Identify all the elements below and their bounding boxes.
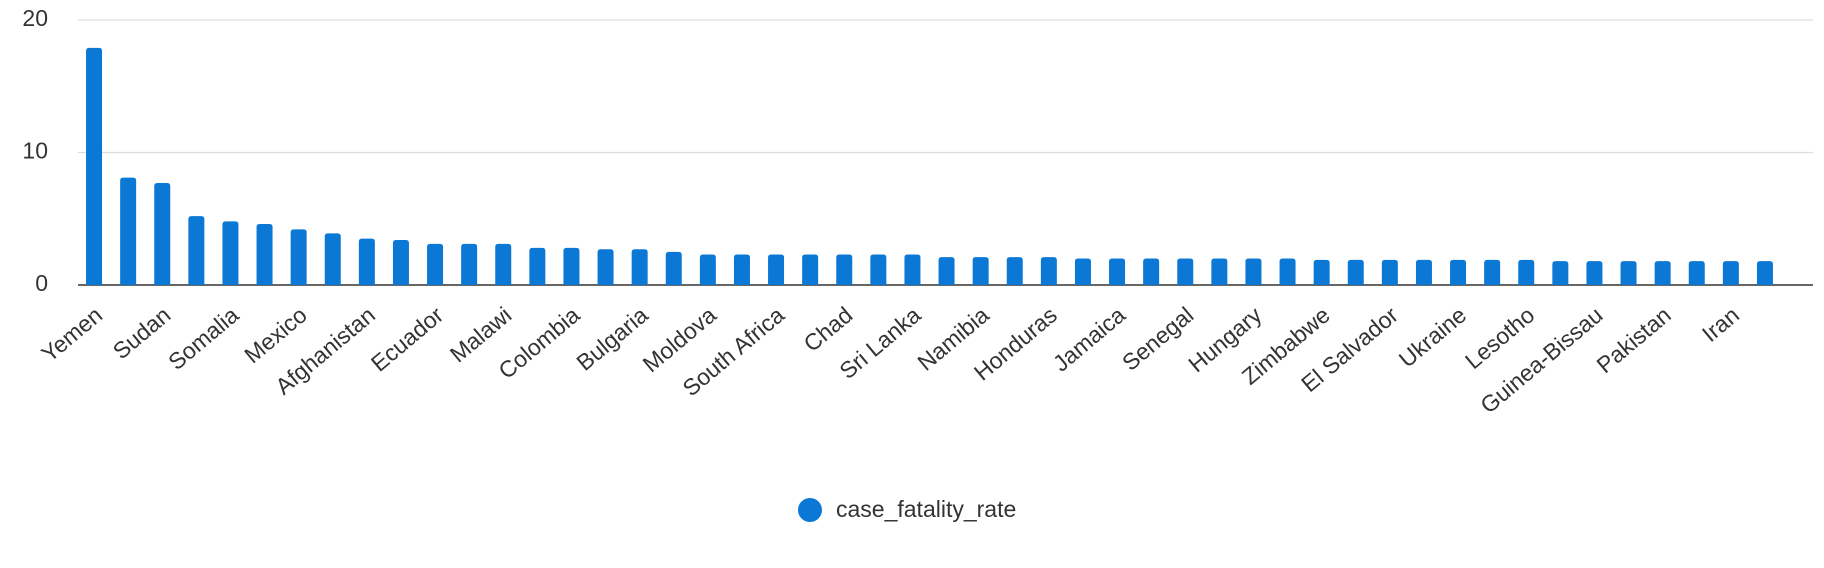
bar	[1245, 258, 1262, 285]
bar	[1722, 261, 1739, 285]
bar	[222, 221, 239, 285]
bar	[1484, 259, 1501, 285]
y-tick-label: 10	[22, 138, 48, 164]
bar	[1143, 258, 1160, 285]
x-tick-label: Iran	[1697, 302, 1744, 347]
bar	[768, 254, 785, 285]
bar	[802, 254, 819, 285]
bar	[563, 247, 580, 285]
x-tick-label: Jamaica	[1048, 301, 1130, 376]
bar	[1040, 257, 1057, 285]
bar	[1006, 257, 1023, 285]
bar	[733, 254, 750, 285]
bar	[154, 182, 171, 285]
x-tick-label: Pakistan	[1591, 302, 1675, 379]
legend-marker	[798, 498, 822, 522]
bar	[1756, 261, 1773, 285]
bar	[1347, 259, 1364, 285]
bar	[972, 257, 989, 285]
bar	[1688, 261, 1705, 285]
bar	[904, 254, 921, 285]
x-tick-label: Chad	[799, 302, 858, 357]
bar	[188, 216, 205, 285]
bar	[597, 249, 614, 285]
x-tick-label: Ecuador	[366, 301, 449, 376]
bar	[392, 239, 409, 285]
bar	[358, 238, 375, 285]
bar	[1279, 258, 1296, 285]
bar	[290, 229, 307, 285]
y-tick-label: 0	[35, 270, 48, 296]
bar	[631, 249, 648, 285]
bar	[256, 224, 273, 285]
bar	[1074, 258, 1091, 285]
bar	[665, 251, 682, 285]
bar	[870, 254, 887, 285]
y-tick-label: 20	[22, 5, 48, 31]
bar	[120, 177, 137, 285]
bar	[1518, 259, 1535, 285]
x-tick-label: Guinea-Bissau	[1475, 302, 1607, 419]
bar	[461, 243, 478, 285]
bar	[86, 47, 103, 286]
bar	[1552, 261, 1569, 285]
bar	[836, 254, 853, 285]
bar	[1620, 261, 1637, 285]
bar	[427, 243, 444, 285]
bar	[1109, 258, 1126, 285]
x-tick-label: Yemen	[36, 302, 107, 367]
bar	[324, 233, 341, 285]
bar	[1654, 261, 1671, 285]
bar	[1586, 261, 1603, 285]
x-tick-label: Ukraine	[1394, 302, 1471, 373]
bar	[1450, 259, 1467, 285]
x-tick-label: Somalia	[163, 301, 244, 374]
bar	[699, 254, 716, 285]
bar	[938, 257, 955, 285]
bar	[1313, 259, 1330, 285]
bar	[1415, 259, 1432, 285]
legend-label: case_fatality_rate	[836, 496, 1016, 522]
bar	[495, 243, 512, 285]
bar	[1177, 258, 1194, 285]
bar	[1381, 259, 1398, 285]
x-tick-label: Bulgaria	[571, 301, 653, 375]
bar	[1211, 258, 1228, 285]
bar	[529, 247, 546, 285]
x-tick-label: Senegal	[1117, 302, 1198, 376]
